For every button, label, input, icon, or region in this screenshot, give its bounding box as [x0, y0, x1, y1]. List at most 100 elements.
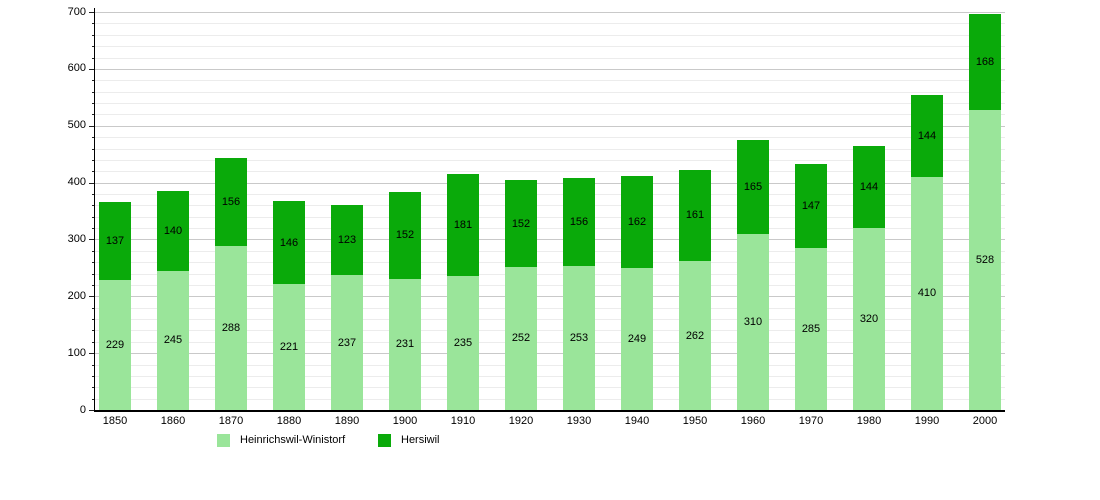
y-axis-tick — [89, 353, 95, 355]
minor-gridline — [95, 193, 1005, 195]
bar-value-label: 156 — [221, 195, 241, 208]
x-axis-label: 1970 — [798, 415, 824, 427]
minor-gridline — [95, 262, 1005, 264]
bar-segment-hersiwil-1880 — [273, 201, 305, 285]
bar-segment-heinrichswil-winistorf-1890 — [331, 275, 363, 410]
major-gridline — [95, 353, 1005, 355]
major-gridline — [95, 68, 1005, 70]
bar-value-label: 147 — [801, 200, 821, 213]
minor-gridline — [95, 216, 1005, 218]
bar-value-label: 288 — [221, 322, 241, 335]
x-axis-label: 1880 — [276, 415, 302, 427]
bar-value-label: 144 — [917, 129, 937, 142]
y-axis-tick — [89, 125, 95, 127]
bar-value-label: 229 — [105, 338, 125, 351]
minor-gridline — [95, 171, 1005, 173]
bar-value-label: 320 — [859, 313, 879, 325]
x-axis-label: 1860 — [160, 415, 186, 427]
minor-gridline — [95, 46, 1005, 48]
bar-segment-heinrichswil-winistorf-1880 — [273, 284, 305, 410]
bar-segment-heinrichswil-winistorf-1910 — [447, 276, 479, 410]
y-axis-tick — [89, 68, 95, 70]
y-axis-label: 400 — [67, 176, 86, 189]
bar-value-label: 137 — [105, 234, 125, 247]
bar-segment-heinrichswil-winistorf-1920 — [505, 266, 537, 410]
minor-gridline — [95, 307, 1005, 309]
minor-gridline — [95, 228, 1005, 230]
bar-segment-hersiwil-1850 — [99, 201, 131, 280]
x-axis-label: 1890 — [334, 415, 360, 427]
legend-swatch-heinrichswil-winistorf — [217, 434, 230, 447]
minor-gridline — [95, 148, 1005, 150]
bar-value-label: 221 — [279, 341, 299, 354]
bar-segment-heinrichswil-winistorf-1950 — [679, 261, 711, 410]
x-axis-label: 1910 — [450, 415, 476, 427]
bar-value-label: 152 — [511, 217, 531, 230]
bar-value-label: 262 — [685, 329, 705, 342]
bar-segment-hersiwil-1990 — [911, 95, 943, 177]
bar-value-label: 161 — [685, 209, 705, 222]
bar-segment-heinrichswil-winistorf-1900 — [389, 278, 421, 410]
major-gridline — [95, 239, 1005, 241]
bar-value-label: 237 — [337, 336, 357, 349]
bar-value-label: 144 — [859, 181, 879, 194]
bar-segment-hersiwil-1970 — [795, 164, 827, 248]
bar-segment-hersiwil-2000 — [969, 14, 1001, 110]
minor-gridline — [95, 103, 1005, 104]
bar-segment-hersiwil-1950 — [679, 169, 711, 261]
bar-segment-hersiwil-1910 — [447, 173, 479, 277]
bar-segment-heinrichswil-winistorf-1980 — [853, 228, 885, 410]
x-axis-label: 1950 — [682, 415, 708, 427]
bar-value-label: 165 — [743, 180, 763, 193]
bar-segment-heinrichswil-winistorf-1970 — [795, 248, 827, 410]
bar-segment-heinrichswil-winistorf-1940 — [621, 268, 653, 410]
x-axis-label: 1980 — [856, 415, 882, 427]
bar-value-label: 162 — [627, 216, 647, 229]
bar-segment-hersiwil-1930 — [563, 177, 595, 267]
y-axis-label: 200 — [67, 289, 86, 302]
minor-gridline — [95, 284, 1005, 286]
minor-gridline — [95, 330, 1005, 332]
bar-segment-heinrichswil-winistorf-1850 — [99, 279, 131, 410]
minor-gridline — [95, 387, 1005, 389]
minor-gridline — [95, 159, 1005, 161]
minor-gridline — [95, 273, 1005, 275]
x-axis-line — [93, 410, 1005, 412]
bar-segment-hersiwil-1920 — [505, 180, 537, 267]
bar-value-label: 181 — [453, 218, 473, 231]
y-axis-label: 100 — [67, 346, 86, 359]
bar-value-label: 249 — [627, 333, 647, 346]
x-axis-label: 1990 — [914, 415, 940, 427]
bar-segment-hersiwil-1900 — [389, 192, 421, 279]
major-gridline — [95, 12, 1005, 13]
minor-gridline — [95, 341, 1005, 343]
minor-gridline — [95, 137, 1005, 139]
x-axis-label: 1940 — [624, 415, 650, 427]
bar-value-label: 235 — [453, 337, 473, 350]
major-gridline — [95, 182, 1005, 184]
x-axis-label: 1870 — [218, 415, 244, 427]
y-axis-line — [93, 8, 95, 412]
bar-value-label: 152 — [395, 229, 415, 242]
x-axis-label: 1960 — [740, 415, 766, 427]
minor-gridline — [95, 80, 1005, 82]
y-axis-tick — [89, 410, 95, 411]
bar-segment-hersiwil-1870 — [215, 157, 247, 247]
bar-value-label: 410 — [917, 287, 937, 300]
bar-value-label: 285 — [801, 323, 821, 335]
minor-gridline — [95, 364, 1005, 366]
major-gridline — [95, 296, 1005, 298]
minor-gridline — [95, 57, 1005, 59]
bar-segment-heinrichswil-winistorf-2000 — [969, 109, 1001, 410]
x-axis-label: 1920 — [508, 415, 534, 427]
bar-segment-heinrichswil-winistorf-1960 — [737, 233, 769, 410]
x-axis-label: 2000 — [972, 415, 998, 427]
bar-segment-hersiwil-1860 — [157, 191, 189, 271]
bar-segment-heinrichswil-winistorf-1870 — [215, 246, 247, 410]
y-axis-label: 0 — [79, 403, 86, 416]
bar-segment-hersiwil-1980 — [853, 146, 885, 229]
major-gridline — [95, 125, 1005, 127]
y-axis-tick — [89, 296, 95, 298]
x-axis-label: 1900 — [392, 415, 418, 427]
